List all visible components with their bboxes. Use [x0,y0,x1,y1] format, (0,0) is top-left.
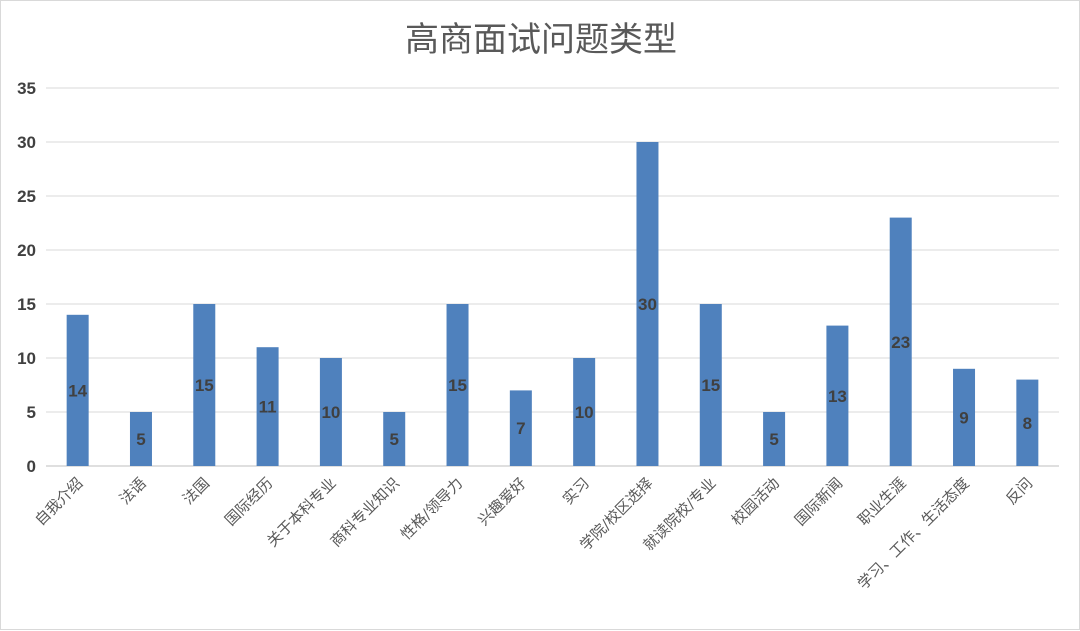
data-label: 15 [701,376,720,395]
y-tick-label: 20 [17,241,36,260]
bar [256,347,279,466]
bar [1016,379,1039,466]
data-label: 9 [959,408,968,427]
data-label: 8 [1023,414,1032,433]
bar [953,368,976,466]
bar [446,304,469,466]
bar [573,358,596,466]
x-tick-label: 法国 [179,474,213,508]
bar [699,304,722,466]
x-tick-label: 国际新闻 [791,474,846,529]
x-tick-label: 校园活动 [728,474,783,529]
x-tick-label: 兴趣爱好 [475,474,530,529]
data-label: 15 [195,376,214,395]
data-label: 13 [828,387,847,406]
bar [763,412,786,466]
bar [383,412,406,466]
y-tick-label: 15 [17,295,36,314]
chart-title: 高商面试问题类型 [405,20,677,60]
data-label: 10 [321,403,340,422]
y-tick-label: 10 [17,349,36,368]
data-labels: 14 5 15 11 10 5 15 7 10 30 15 5 13 23 9 8 [68,295,1032,449]
x-tick-label: 自我介绍 [31,474,86,529]
y-tick-label: 30 [17,133,36,152]
x-tick-label: 国际经历 [221,474,276,529]
data-label: 23 [891,333,910,352]
data-label: 5 [136,430,145,449]
bar [193,304,216,466]
bar [826,325,849,466]
data-label: 10 [575,403,594,422]
y-tick-label: 35 [17,79,36,98]
bar [509,390,532,466]
x-tick-label: 反问 [1002,474,1036,508]
x-tick-label: 实习 [559,474,593,508]
y-tick-label: 0 [27,457,36,476]
bar [319,358,342,466]
data-label: 14 [68,381,87,400]
x-tick-label: 法语 [116,474,150,508]
data-label: 15 [448,376,467,395]
bar [636,142,659,466]
data-label: 5 [769,430,778,449]
data-label: 30 [638,295,657,314]
bar [66,314,89,466]
data-label: 5 [389,430,398,449]
x-tick-label: 职业生涯 [854,474,909,529]
data-label: 11 [259,398,277,417]
bar [129,412,152,466]
bars [66,142,1039,466]
y-tick-label: 5 [27,403,36,422]
x-tick-label: 性格/领导力 [397,474,466,543]
y-axis-ticks: 0 5 10 15 20 25 30 35 [17,79,36,476]
y-tick-label: 25 [17,187,36,206]
data-label: 7 [516,419,525,438]
x-tick-label: 学习、工作、生活态度 [854,474,973,593]
bar [889,217,912,466]
